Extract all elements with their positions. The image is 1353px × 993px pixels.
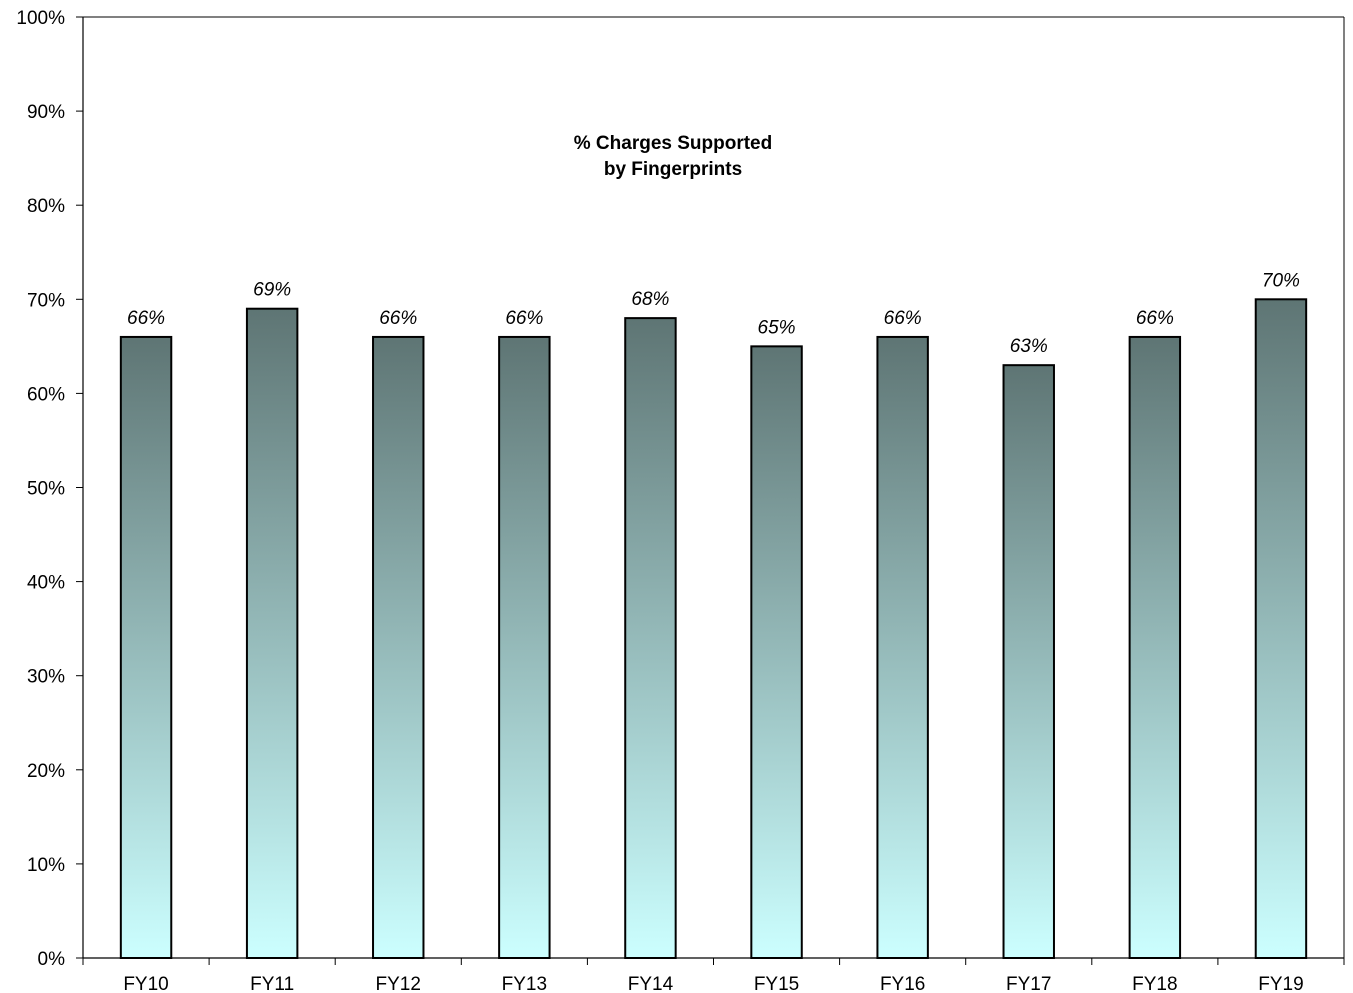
y-tick-label: 90% — [27, 102, 65, 123]
plot-area — [83, 16, 1345, 958]
x-tick-label-fy18: FY18 — [1132, 974, 1177, 993]
chart-title-line-1: % Charges Supported — [574, 133, 772, 154]
x-tick-label-fy13: FY13 — [502, 974, 547, 993]
x-tick-label-fy16: FY16 — [880, 974, 925, 993]
data-label-fy12: 66% — [379, 308, 417, 329]
x-tick-label-fy17: FY17 — [1006, 974, 1051, 993]
y-tick-label: 50% — [27, 479, 65, 500]
data-label-fy13: 66% — [505, 308, 543, 329]
data-label-fy19: 70% — [1262, 270, 1300, 291]
y-tick-label: 100% — [16, 8, 65, 29]
x-axis: FY10 FY11 FY12 FY13 FY14 FY15 FY16 FY17 FY18 FY19 — [82, 957, 1345, 993]
x-tick-label-fy12: FY12 — [376, 974, 421, 993]
y-tick-label: 0% — [38, 949, 66, 970]
bar-fy13 — [498, 335, 551, 959]
chart-title: % Charges Supported by Fingerprints — [574, 133, 772, 180]
data-label-fy18: 66% — [1136, 308, 1174, 329]
chart-title-line-2: by Fingerprints — [604, 159, 742, 180]
x-tick-label-fy11: FY11 — [250, 974, 294, 993]
bar-fy17 — [1002, 364, 1055, 960]
bar-fy18 — [1128, 335, 1182, 959]
bar-fy10 — [119, 335, 173, 959]
bar-fy12 — [372, 335, 425, 959]
y-tick-label: 30% — [27, 667, 65, 688]
data-label-fy16: 66% — [884, 308, 922, 329]
data-label-fy14: 68% — [631, 289, 669, 310]
y-tick-label: 20% — [27, 761, 65, 782]
x-tick-label-fy15: FY15 — [754, 974, 799, 993]
bars-group: 66% 69% 66% 66% 68% 65% 66% 63% 66% 70% — [119, 270, 1308, 960]
bar-fy15 — [750, 345, 803, 960]
bar-fy19 — [1254, 298, 1308, 959]
bar-fy11 — [245, 307, 299, 959]
y-tick-label: 40% — [27, 573, 65, 594]
x-tick-label-fy14: FY14 — [628, 974, 674, 993]
y-tick-label: 70% — [27, 290, 65, 311]
data-label-fy10: 66% — [127, 308, 165, 329]
y-tick-label: 10% — [27, 855, 65, 876]
y-axis: 0% 10% 20% 30% 40% 50% 60% 70% 80% 90% 100% — [16, 8, 84, 970]
data-label-fy15: 65% — [758, 317, 796, 338]
data-label-fy17: 63% — [1010, 336, 1048, 357]
bar-fy16 — [876, 335, 929, 959]
y-tick-label: 80% — [27, 196, 65, 217]
x-tick-label-fy19: FY19 — [1258, 974, 1303, 993]
data-label-fy11: 69% — [253, 280, 291, 301]
x-tick-label-fy10: FY10 — [123, 974, 168, 993]
bar-fy14 — [624, 317, 677, 959]
y-tick-label: 60% — [27, 384, 65, 405]
